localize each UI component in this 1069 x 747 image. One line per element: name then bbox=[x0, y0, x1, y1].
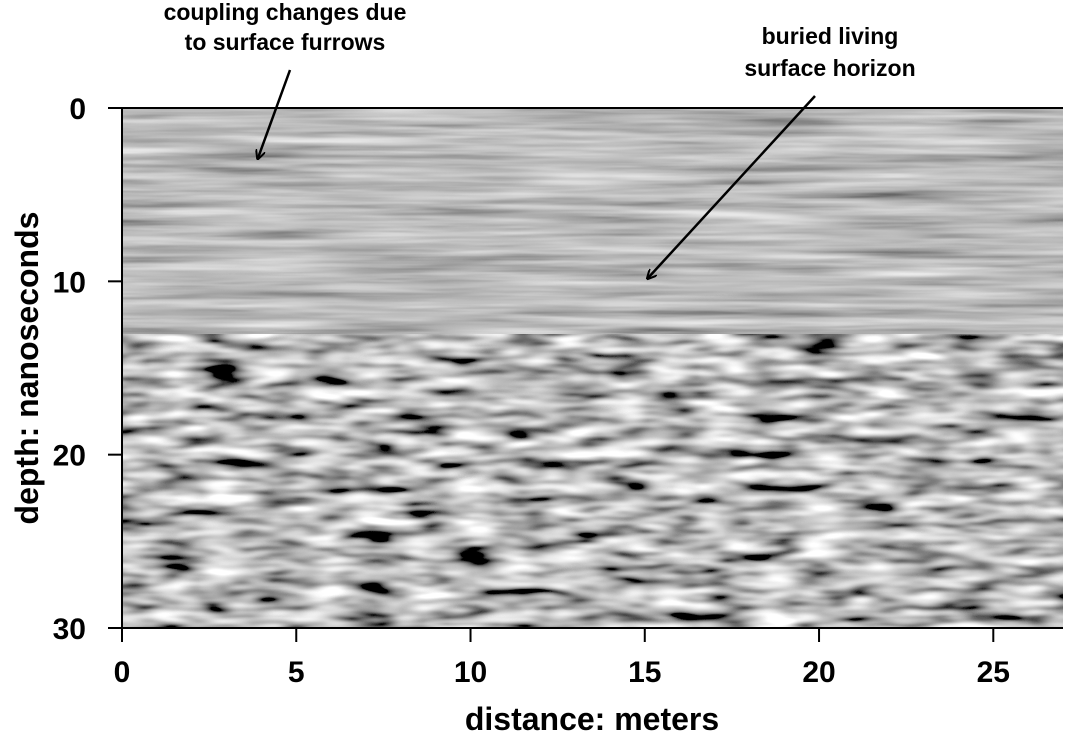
radargram-image bbox=[122, 108, 1063, 628]
x-tick-label: 20 bbox=[802, 656, 835, 689]
annotation-text: surface horizon bbox=[744, 55, 915, 81]
y-axis-label: depth: nanoseconds bbox=[9, 212, 45, 525]
y-tick-label: 20 bbox=[53, 440, 86, 473]
x-axis-label: distance: meters bbox=[465, 701, 719, 737]
x-tick-label: 15 bbox=[628, 656, 661, 689]
x-tick-label: 5 bbox=[288, 656, 305, 689]
y-tick-label: 30 bbox=[53, 613, 86, 646]
annotation-text: coupling changes due bbox=[164, 0, 407, 25]
x-tick-label: 10 bbox=[454, 656, 487, 689]
annotation-text: to surface furrows bbox=[185, 29, 386, 55]
annotation-arrow bbox=[258, 69, 292, 158]
y-tick-label: 0 bbox=[69, 93, 86, 126]
x-tick-label: 0 bbox=[114, 656, 131, 689]
x-tick-label: 25 bbox=[977, 656, 1010, 689]
annotation-text: buried living bbox=[762, 23, 899, 49]
annotation-arrow bbox=[648, 95, 816, 278]
y-tick-label: 10 bbox=[53, 266, 86, 299]
